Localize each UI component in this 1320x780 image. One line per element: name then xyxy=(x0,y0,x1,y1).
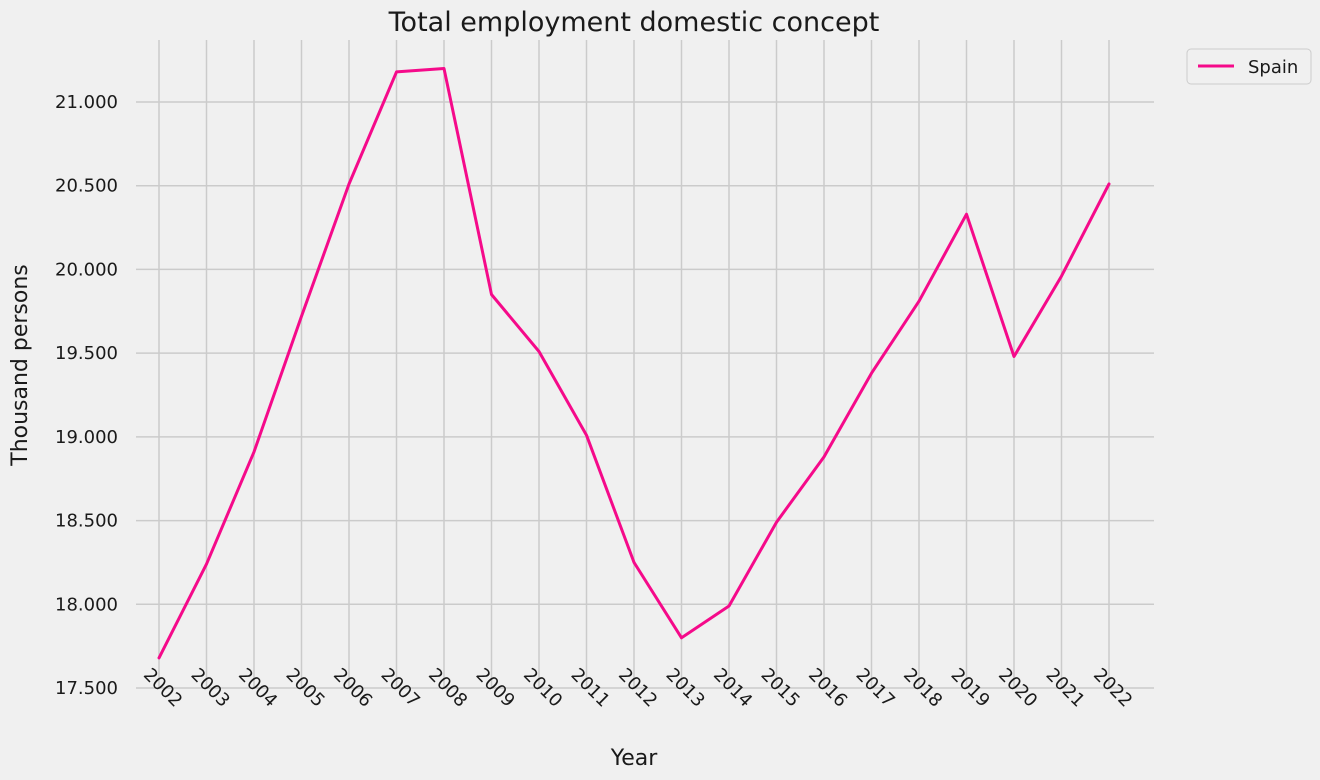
y-axis-label: Thousand persons xyxy=(8,264,33,467)
grid-lines xyxy=(136,40,1154,689)
y-tick-label: 17.500 xyxy=(55,678,118,699)
legend-box xyxy=(1186,48,1312,85)
y-tick-label: 20.500 xyxy=(55,176,118,197)
y-tick-label: 20.000 xyxy=(55,259,118,280)
series-group xyxy=(157,67,1111,660)
chart-title: Total employment domestic concept xyxy=(388,7,880,38)
y-axis-ticks: 17.500 18.000 18.500 19.000 19.500 20.000 20.5… xyxy=(55,92,118,699)
y-tick-label: 19.000 xyxy=(55,427,118,448)
y-tick-label: 21.000 xyxy=(55,92,118,113)
x-axis-label: Year xyxy=(610,746,659,771)
y-tick-label: 18.500 xyxy=(55,511,118,532)
y-tick-label: 18.000 xyxy=(55,594,118,615)
series-line-spain xyxy=(157,67,1111,660)
legend-label-spain: Spain xyxy=(1248,57,1298,78)
legend: Spain xyxy=(1186,48,1312,85)
y-tick-label: 19.500 xyxy=(55,343,118,364)
